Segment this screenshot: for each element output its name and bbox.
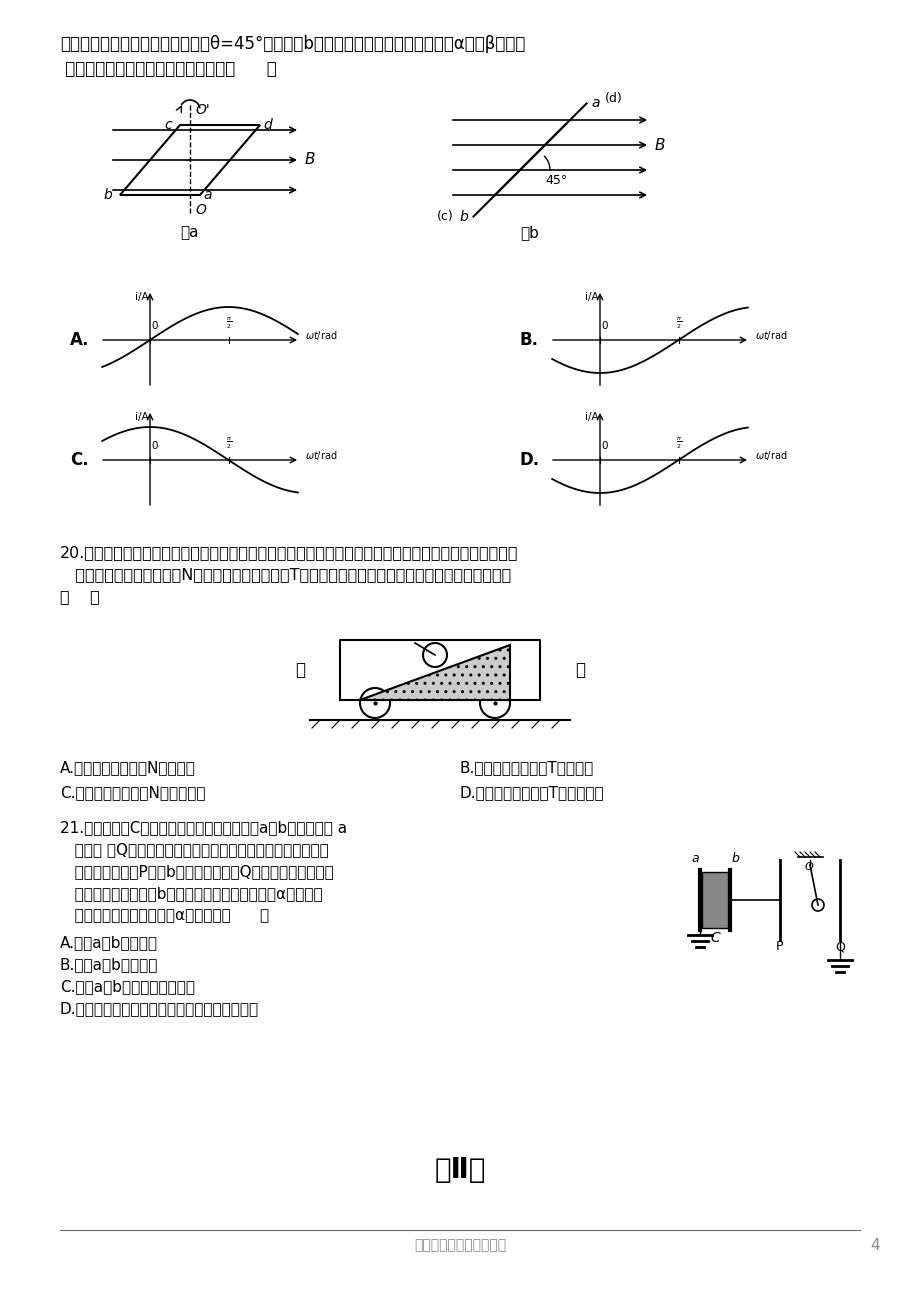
Text: a: a: [203, 187, 212, 202]
Text: C: C: [709, 931, 719, 945]
Bar: [701, 872, 727, 928]
Text: 0: 0: [601, 322, 607, 331]
Text: P: P: [776, 940, 783, 953]
Text: D.若小车向右运动，T不可能为零: D.若小车向右运动，T不可能为零: [460, 785, 604, 799]
Text: $\frac{\pi}{2}$: $\frac{\pi}{2}$: [675, 316, 681, 331]
Text: 方向为正。则下列四幅图中正确的是（      ）: 方向为正。则下列四幅图中正确的是（ ）: [60, 60, 277, 78]
Text: 4: 4: [869, 1237, 879, 1253]
Text: 速转动。若以线圈平面与磁场夹角θ=45°时（如图b）为计时起点，并规定当电流自α流向β时电流: 速转动。若以线圈平面与磁场夹角θ=45°时（如图b）为计时起点，并规定当电流自α…: [60, 35, 525, 53]
Text: 0: 0: [601, 441, 607, 450]
Text: 右: 右: [574, 661, 584, 680]
Text: 21.如图所示，C为中间插有电介质的电容器，a和b为其两极板 a: 21.如图所示，C为中间插有电介质的电容器，a和b为其两极板 a: [60, 820, 346, 835]
Text: 45°: 45°: [544, 173, 567, 186]
Text: $\omega t$/rad: $\omega t$/rad: [305, 448, 337, 461]
Text: B: B: [654, 138, 664, 152]
Text: (d): (d): [604, 92, 621, 105]
Text: （    ）: （ ）: [60, 589, 99, 604]
Text: B.: B.: [519, 331, 539, 349]
Text: a: a: [591, 96, 599, 111]
Text: b: b: [731, 852, 738, 865]
Text: A.: A.: [70, 331, 89, 349]
Text: 第Ⅱ卷: 第Ⅱ卷: [434, 1156, 485, 1184]
Text: 设斜面对小球的支持力为N，细绳对小球的拉力为T，关于此时刻小球的受力情况，下列说法正确的是: 设斜面对小球的支持力为N，细绳对小球的拉力为T，关于此时刻小球的受力情况，下列说…: [60, 566, 511, 582]
Text: O: O: [195, 203, 206, 217]
Text: 0: 0: [152, 441, 158, 450]
Text: 板接地 和Q为两竖直放置的平行金属板，在两板间用绝缘线悬: 板接地 和Q为两竖直放置的平行金属板，在两板间用绝缘线悬: [60, 842, 328, 857]
Text: D.换一块形状大小相同、介电常数更大的电介质: D.换一块形状大小相同、介电常数更大的电介质: [60, 1001, 259, 1016]
Polygon shape: [359, 644, 509, 700]
Text: 图b: 图b: [520, 225, 539, 240]
Text: i/A: i/A: [584, 411, 598, 422]
Text: i/A: i/A: [584, 292, 598, 302]
Text: c: c: [164, 118, 172, 132]
Text: A.缩小a、b间的距离: A.缩小a、b间的距离: [60, 935, 158, 950]
Text: 0: 0: [152, 322, 158, 331]
Text: i/A: i/A: [135, 411, 149, 422]
Text: $\omega t$/rad: $\omega t$/rad: [754, 328, 787, 341]
Text: (c): (c): [437, 210, 453, 223]
Text: C.取出a、b两极板间的电介质: C.取出a、b两极板间的电介质: [60, 979, 195, 993]
Text: b: b: [460, 210, 468, 224]
Text: a: a: [690, 852, 698, 865]
Text: 方法中，能使悬线的偏角α变大的是（      ）: 方法中，能使悬线的偏角α变大的是（ ）: [60, 907, 269, 923]
Text: $\frac{\pi}{2}$: $\frac{\pi}{2}$: [225, 436, 232, 450]
Text: b: b: [104, 187, 112, 202]
Text: $\omega t$/rad: $\omega t$/rad: [305, 328, 337, 341]
Text: 左: 左: [295, 661, 305, 680]
Text: O: O: [804, 862, 813, 872]
Text: O': O': [195, 103, 210, 117]
Text: $\omega t$/rad: $\omega t$/rad: [754, 448, 787, 461]
Text: B.加大a、b间的距离: B.加大a、b间的距离: [60, 957, 158, 973]
Text: 图a: 图a: [180, 225, 199, 240]
Text: 挂一带电小球；P板与b板用导线相连，Q板接地。开始时悬线: 挂一带电小球；P板与b板用导线相连，Q板接地。开始时悬线: [60, 865, 334, 879]
Text: C.若小车向右运动，N不可能为零: C.若小车向右运动，N不可能为零: [60, 785, 205, 799]
Text: 努力每一天，成绩步步高: 努力每一天，成绩步步高: [414, 1238, 505, 1253]
Text: B.若小车向左运动，T可能为零: B.若小车向左运动，T可能为零: [460, 760, 594, 775]
Text: A.若小车向左运动，N可能为零: A.若小车向左运动，N可能为零: [60, 760, 196, 775]
Text: Q: Q: [834, 940, 844, 953]
Text: d: d: [264, 118, 272, 132]
Text: $\frac{\pi}{2}$: $\frac{\pi}{2}$: [675, 436, 681, 450]
Text: C.: C.: [70, 450, 88, 469]
Text: i/A: i/A: [135, 292, 149, 302]
Text: 静止在竖直方向，在b板带电后，悬线偏转了角度α。在以下: 静止在竖直方向，在b板带电后，悬线偏转了角度α。在以下: [60, 885, 323, 901]
Text: D.: D.: [519, 450, 539, 469]
Text: $\frac{\pi}{2}$: $\frac{\pi}{2}$: [225, 316, 232, 331]
Text: B: B: [305, 152, 315, 168]
Text: 20.一有固定斜面的小车在水平面上做直线运动，小球通过细绳与车顶相连。小球某时刻正处于图示状态。: 20.一有固定斜面的小车在水平面上做直线运动，小球通过细绳与车顶相连。小球某时刻…: [60, 546, 518, 560]
